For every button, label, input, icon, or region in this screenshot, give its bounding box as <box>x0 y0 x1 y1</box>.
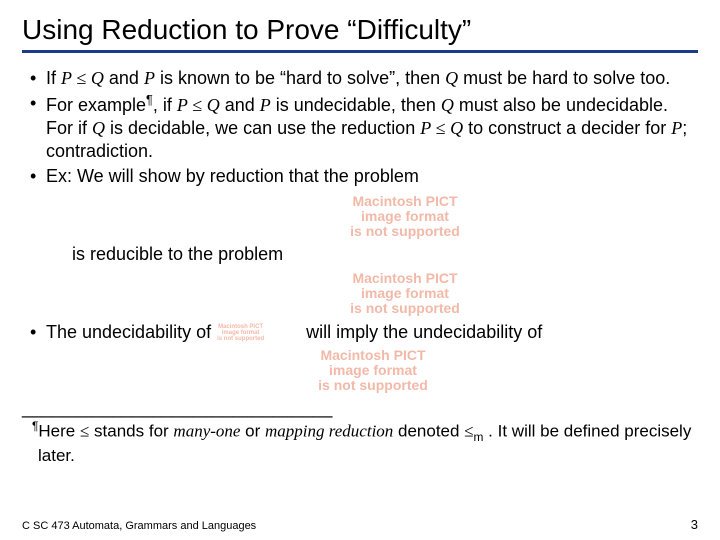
text: to construct a decider for <box>463 118 671 138</box>
text: Here <box>38 422 80 441</box>
leq: ≤ <box>80 422 89 441</box>
text: denoted <box>393 422 464 441</box>
text: must be hard to solve too. <box>458 68 670 88</box>
text: is known to be “hard to solve”, then <box>155 68 445 88</box>
var-P: P <box>144 68 155 88</box>
text: stands for <box>89 422 173 441</box>
bullet-2: For example¶, if P ≤ Q and P is undecida… <box>30 92 698 163</box>
var-Q: Q <box>207 95 220 115</box>
slide-title: Using Reduction to Prove “Difficulty” <box>22 14 698 46</box>
pict-placeholder: Macintosh PICT image format is not suppo… <box>112 192 698 240</box>
page-number: 3 <box>691 517 698 532</box>
pict-line: is not supported <box>318 377 428 393</box>
pict-line: Macintosh PICT <box>352 193 457 209</box>
var-Q: Q <box>450 118 463 138</box>
var-P: P <box>260 95 271 115</box>
bullet-1: If P ≤ Q and P is known to be “hard to s… <box>30 67 698 90</box>
bullet-list: If P ≤ Q and P is known to be “hard to s… <box>22 67 698 188</box>
var-P: P <box>61 68 72 88</box>
leq: ≤ <box>464 422 473 441</box>
text: is decidable, we can use the reduction <box>105 118 420 138</box>
pict-placeholder: Macintosh PICT image format is not suppo… <box>112 269 698 317</box>
leq: ≤ <box>431 118 450 138</box>
var-P: P <box>671 118 682 138</box>
pict-line: image format <box>361 285 449 301</box>
text: is undecidable, then <box>271 95 441 115</box>
var-Q: Q <box>441 95 454 115</box>
text: The undecidability of <box>46 321 211 344</box>
text: For example <box>46 95 146 115</box>
var-Q: Q <box>91 68 104 88</box>
var-P: P <box>177 95 188 115</box>
title-underline <box>22 50 698 53</box>
pict-line: is not supported <box>350 300 460 316</box>
pict-line: is not supported <box>217 336 264 342</box>
var-P: P <box>420 118 431 138</box>
pict-line: image format <box>361 208 449 224</box>
var-Q: Q <box>92 118 105 138</box>
pilcrow: ¶ <box>146 93 153 107</box>
pict-line: is not supported <box>350 223 460 239</box>
bullet-3: Ex: We will show by reduction that the p… <box>30 165 698 188</box>
text: and <box>104 68 144 88</box>
italic: many-one <box>173 422 240 441</box>
leq: ≤ <box>188 95 207 115</box>
text: will imply the undecidability of <box>306 321 542 344</box>
pict-line: Macintosh PICT <box>352 270 457 286</box>
text: or <box>240 422 265 441</box>
leq: ≤ <box>72 68 91 88</box>
pict-line: Macintosh PICT <box>320 347 425 363</box>
pict-line: image format <box>329 362 417 378</box>
text: If <box>46 68 61 88</box>
subscript: m <box>474 430 484 444</box>
pict-placeholder: Macintosh PICT image format is not suppo… <box>48 346 698 394</box>
slide: Using Reduction to Prove “Difficulty” If… <box>0 0 720 540</box>
italic: mapping reduction <box>265 422 393 441</box>
bullet-4: The undecidability of Macintosh PICT ima… <box>30 321 698 344</box>
var-Q: Q <box>445 68 458 88</box>
bullet-list-2: The undecidability of Macintosh PICT ima… <box>22 321 698 344</box>
pict-placeholder-small: Macintosh PICT image format is not suppo… <box>217 324 264 342</box>
mid-text: is reducible to the problem <box>72 244 698 265</box>
footnote: ¶Here ≤ stands for many-one or mapping r… <box>22 419 698 466</box>
footer-text: C SC 473 Automata, Grammars and Language… <box>22 520 256 532</box>
footnote-separator: _______________________________ <box>22 398 698 419</box>
text: and <box>220 95 260 115</box>
text: , if <box>153 95 177 115</box>
